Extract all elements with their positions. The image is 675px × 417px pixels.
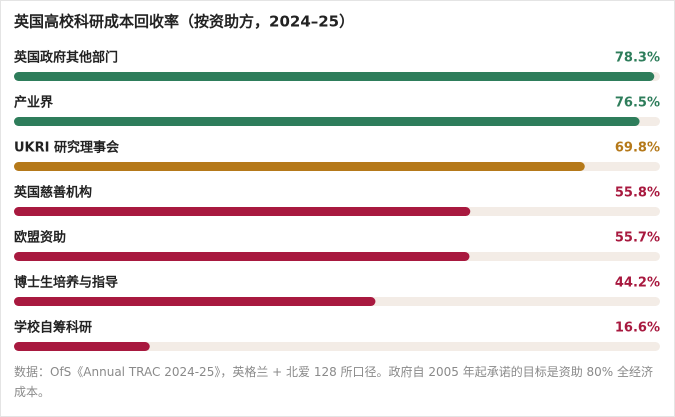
value-label: 76.5% bbox=[615, 96, 660, 111]
category-label: 英国慈善机构 bbox=[13, 185, 92, 201]
bar bbox=[14, 342, 150, 351]
bar bbox=[14, 117, 640, 126]
value-label: 69.8% bbox=[615, 141, 660, 156]
bar bbox=[14, 72, 655, 81]
category-label: 学校自筹科研 bbox=[14, 320, 92, 336]
category-label: UKRI 研究理事会 bbox=[14, 140, 120, 156]
category-label: 产业界 bbox=[14, 95, 53, 111]
category-label: 欧盟资助 bbox=[14, 230, 66, 246]
bar bbox=[14, 162, 585, 171]
category-label: 英国政府其他部门 bbox=[13, 50, 118, 66]
value-label: 55.7% bbox=[615, 231, 660, 246]
bar bbox=[14, 207, 471, 216]
bar-track bbox=[14, 342, 660, 351]
value-label: 44.2% bbox=[615, 276, 660, 291]
value-label: 55.8% bbox=[615, 186, 660, 201]
source-note: 数据：OfS《Annual TRAC 2024-25》，英格兰 + 北爱 128… bbox=[14, 365, 654, 399]
value-label: 78.3% bbox=[615, 51, 660, 66]
bar bbox=[14, 252, 470, 261]
value-label: 16.6% bbox=[615, 321, 660, 336]
category-label: 博士生培养与指导 bbox=[14, 275, 118, 291]
chart-title: 英国高校科研成本回收率（按资助方，2024–25） bbox=[14, 13, 354, 31]
bar bbox=[14, 297, 376, 306]
